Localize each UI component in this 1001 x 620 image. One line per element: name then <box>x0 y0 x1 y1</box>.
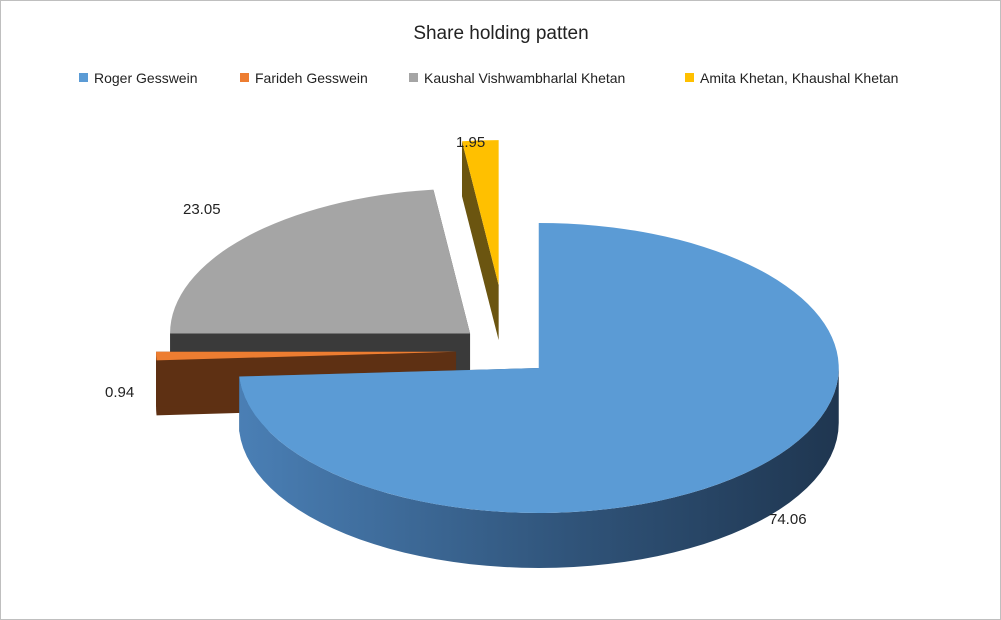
legend-label-roger-gesswein: Roger Gesswein <box>94 70 198 86</box>
legend-label-kaushal-khetan: Kaushal Vishwambharlal Khetan <box>424 70 625 86</box>
legend-swatch-farideh-gesswein <box>240 73 249 82</box>
data-label-kaushal-khetan: 23.05 <box>183 201 221 218</box>
data-label-farideh-gesswein: 0.94 <box>105 384 134 401</box>
pie-slices <box>156 140 839 568</box>
legend-label-farideh-gesswein: Farideh Gesswein <box>255 70 368 86</box>
data-label-roger-gesswein: 74.06 <box>769 511 807 528</box>
legend: Roger Gesswein Farideh Gesswein Kaushal … <box>79 70 898 86</box>
data-label-amita-khetan: 1.95 <box>456 134 485 151</box>
legend-label-amita-khetan: Amita Khetan, Khaushal Khetan <box>700 70 898 86</box>
slice-wall-amita-khetan-0 <box>461 141 499 341</box>
slice-side-farideh-gesswein-0 <box>156 351 157 416</box>
legend-swatch-kaushal-khetan <box>409 73 418 82</box>
slice-side-roger-gesswein-0 <box>239 367 839 568</box>
chart-title: Share holding patten <box>413 23 588 44</box>
slice-top-farideh-gesswein <box>156 351 457 361</box>
slice-top-kaushal-khetan <box>170 189 471 334</box>
slice-top-roger-gesswein <box>239 222 839 513</box>
legend-swatch-roger-gesswein <box>79 73 88 82</box>
legend-swatch-amita-khetan <box>685 73 694 82</box>
slice-top-amita-khetan <box>461 140 499 286</box>
